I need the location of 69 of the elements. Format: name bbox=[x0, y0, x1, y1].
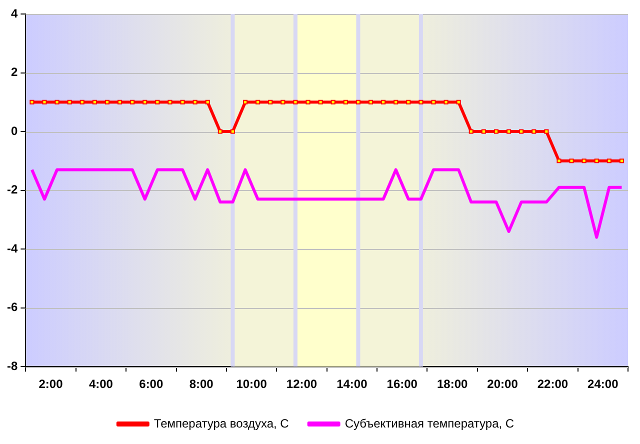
point bbox=[180, 100, 185, 104]
point bbox=[532, 129, 536, 134]
point bbox=[444, 100, 448, 104]
point bbox=[556, 158, 562, 164]
y-tick-label: 2 bbox=[10, 65, 18, 80]
point bbox=[606, 158, 612, 164]
point bbox=[268, 100, 273, 104]
point bbox=[594, 158, 599, 164]
point bbox=[42, 100, 47, 104]
y-tick-label: 4 bbox=[10, 6, 18, 20]
point bbox=[306, 100, 310, 104]
point bbox=[205, 100, 210, 104]
point bbox=[468, 129, 474, 134]
x-tick-label: 6:00 bbox=[139, 377, 164, 392]
point bbox=[356, 100, 360, 104]
point bbox=[218, 129, 222, 134]
point bbox=[431, 100, 436, 104]
x-tick-label: 12:00 bbox=[286, 377, 318, 392]
point bbox=[619, 158, 624, 164]
point bbox=[104, 100, 110, 104]
point bbox=[118, 100, 122, 104]
point bbox=[368, 100, 374, 104]
x-tick-label: 18:00 bbox=[436, 377, 468, 392]
point bbox=[293, 100, 298, 104]
point bbox=[192, 100, 198, 104]
point bbox=[456, 100, 461, 104]
y-tick-label: -6 bbox=[7, 300, 18, 314]
point bbox=[256, 100, 260, 104]
y-tick-label: -4 bbox=[7, 241, 18, 256]
legend-label: Субъективная температура, С bbox=[344, 416, 514, 430]
point bbox=[544, 129, 549, 134]
point bbox=[30, 100, 34, 104]
point bbox=[243, 100, 248, 104]
point bbox=[494, 129, 499, 134]
point bbox=[481, 129, 486, 134]
point bbox=[406, 100, 411, 104]
point bbox=[506, 129, 512, 134]
x-tick-label: 4:00 bbox=[88, 377, 114, 392]
point bbox=[230, 129, 235, 134]
x-tick-label: 10:00 bbox=[236, 377, 268, 392]
y-tick-label: 0 bbox=[10, 124, 18, 138]
point bbox=[142, 100, 148, 104]
point bbox=[92, 100, 97, 104]
x-tick-label: 8:00 bbox=[189, 377, 214, 392]
point bbox=[318, 100, 323, 104]
y-tick-label: -8 bbox=[7, 358, 18, 373]
legend-label: Температура воздуха, С bbox=[154, 416, 290, 430]
point bbox=[67, 100, 72, 104]
point bbox=[168, 100, 172, 104]
point bbox=[394, 100, 398, 104]
y-tick-label: -2 bbox=[7, 182, 18, 197]
point bbox=[381, 100, 386, 104]
point bbox=[569, 158, 574, 164]
x-tick-label: 24:00 bbox=[588, 377, 619, 392]
x-tick-label: 16:00 bbox=[386, 377, 418, 392]
point bbox=[130, 100, 135, 104]
point bbox=[330, 100, 336, 104]
point bbox=[80, 100, 84, 104]
point bbox=[343, 100, 348, 104]
point bbox=[280, 100, 286, 104]
point bbox=[155, 100, 160, 104]
x-tick-label: 20:00 bbox=[487, 377, 518, 392]
point bbox=[582, 158, 586, 164]
x-tick-label: 14:00 bbox=[336, 377, 368, 392]
x-tick-label: 2:00 bbox=[38, 377, 64, 392]
point bbox=[54, 100, 60, 104]
point bbox=[418, 100, 424, 104]
point bbox=[519, 129, 524, 134]
x-tick-label: 22:00 bbox=[537, 377, 568, 392]
